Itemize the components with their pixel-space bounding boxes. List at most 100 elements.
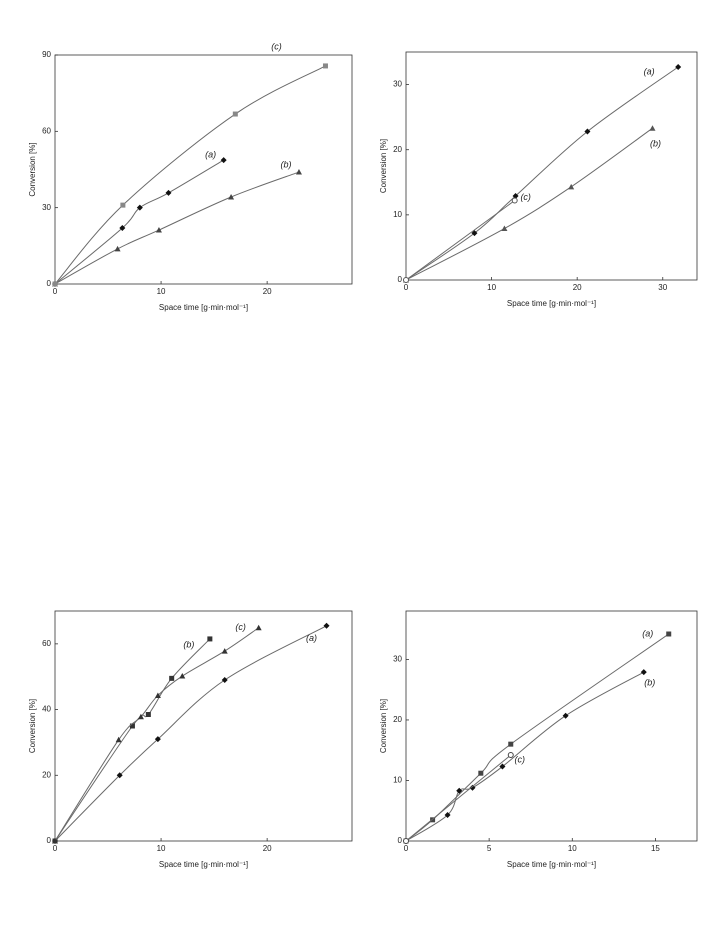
point (136, 204, 143, 211)
point (207, 636, 213, 642)
x-tick-label: 20 (263, 287, 272, 296)
series-line (54, 159, 224, 285)
series-line (54, 65, 326, 285)
point (52, 281, 58, 287)
point (562, 712, 569, 719)
point (154, 692, 161, 698)
y-tick-label: 30 (42, 203, 51, 212)
plot-frame (405, 610, 698, 842)
x-tick-label: 10 (157, 844, 166, 853)
series-line (405, 754, 512, 842)
y-axis-label: Conversion [%] (28, 699, 37, 753)
point (478, 770, 484, 776)
point (499, 763, 506, 770)
series-label: (c) (515, 754, 526, 764)
point (221, 648, 228, 654)
series-line (54, 638, 211, 842)
y-tick-label: 20 (393, 145, 402, 154)
point (255, 624, 262, 631)
y-axis-label: Conversion [%] (28, 142, 37, 196)
point (501, 225, 508, 232)
point (165, 189, 172, 196)
plot-frame (54, 610, 353, 842)
y-tick-label: 60 (42, 126, 51, 135)
series-label: (a) (306, 633, 317, 643)
point (145, 712, 151, 717)
series-line (405, 127, 653, 281)
point (295, 169, 302, 175)
series-label: (c) (235, 622, 246, 632)
series-line (405, 200, 515, 281)
point (169, 675, 175, 681)
y-tick-label: 60 (42, 639, 51, 648)
point (675, 63, 682, 70)
series-label: (b) (183, 639, 194, 649)
point (640, 669, 647, 676)
point (649, 125, 656, 131)
y-tick-label: 20 (42, 770, 51, 779)
point (155, 227, 162, 233)
y-axis-label: Conversion [%] (379, 699, 388, 753)
point (584, 128, 591, 135)
x-tick-label: 0 (53, 287, 58, 296)
x-tick-label: 10 (568, 844, 577, 853)
series-label: (b) (644, 678, 655, 688)
series-line (405, 66, 679, 281)
series-line (54, 627, 259, 842)
point (137, 713, 144, 720)
series-label: (b) (650, 139, 661, 149)
point (154, 736, 161, 743)
y-tick-label: 0 (398, 836, 403, 845)
chart: 0 5 10 15 0 10 20 30 Space time [g·min·mol⁻¹] Con… (379, 610, 698, 869)
point (179, 673, 186, 679)
point (403, 277, 409, 283)
y-tick-label: 0 (47, 836, 52, 845)
plot-frame (405, 51, 698, 281)
point (512, 192, 519, 199)
x-tick-label: 0 (404, 283, 409, 292)
point (666, 631, 672, 637)
point (323, 622, 330, 629)
point (508, 741, 514, 747)
plot-frame (54, 54, 353, 285)
point (116, 772, 123, 779)
series-line (405, 633, 670, 842)
y-tick-label: 40 (42, 705, 51, 714)
x-axis-label: Space time [g·min·mol⁻¹] (507, 299, 596, 308)
x-tick-label: 10 (157, 287, 166, 296)
point (220, 157, 227, 164)
point (322, 63, 328, 69)
x-tick-label: 15 (651, 844, 660, 853)
chart: 0 10 20 0 20 40 60 Space time [g·min·mol⁻¹] Conv… (28, 610, 353, 869)
y-tick-label: 0 (47, 279, 52, 288)
point (232, 111, 238, 117)
x-tick-label: 0 (404, 844, 409, 853)
x-tick-label: 20 (573, 283, 582, 292)
series-label: (a) (642, 628, 653, 638)
chart: 0 10 20 0 30 60 90 Space time [g·min·mol⁻¹] Conv… (28, 41, 353, 312)
x-axis-label: Space time [g·min·mol⁻¹] (159, 303, 248, 312)
point (469, 784, 476, 791)
chart: 0 10 20 30 0 10 20 30 Space time [g·min·mol⁻¹] Co… (379, 51, 698, 308)
series-line (54, 625, 327, 842)
y-tick-label: 90 (42, 50, 51, 59)
series-label: (a) (644, 66, 655, 76)
y-tick-label: 0 (398, 275, 403, 284)
x-axis-label: Space time [g·min·mol⁻¹] (159, 860, 248, 869)
point (129, 723, 135, 729)
x-tick-label: 0 (53, 844, 58, 853)
y-tick-label: 10 (393, 776, 402, 785)
x-tick-label: 30 (658, 283, 667, 292)
point (403, 838, 409, 844)
y-tick-label: 30 (393, 655, 402, 664)
series-label: (c) (520, 192, 531, 202)
y-axis-label: Conversion [%] (379, 139, 388, 193)
point (228, 193, 235, 200)
series-line (54, 171, 300, 285)
x-tick-label: 20 (263, 844, 272, 853)
point (115, 736, 122, 743)
point (507, 752, 514, 759)
point (120, 202, 126, 208)
